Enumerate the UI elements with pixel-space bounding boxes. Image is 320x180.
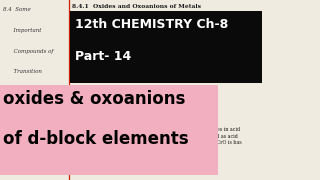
Text: Compounds of: Compounds of <box>3 49 53 54</box>
Text: Transition: Transition <box>3 69 42 74</box>
Text: Important: Important <box>3 28 42 33</box>
Text: ves H₂CrO₄ and H₂Cr₂O
                                   acidic and it gives VO₃: ves H₂CrO₄ and H₂Cr₂O acidic and it give… <box>72 108 242 151</box>
Text: Part- 14: Part- 14 <box>75 50 131 63</box>
Text: 8.4  Some: 8.4 Some <box>3 7 31 12</box>
Text: 8.4.1  Oxides and Oxoanions of Metals: 8.4.1 Oxides and Oxoanions of Metals <box>72 4 201 10</box>
FancyBboxPatch shape <box>70 11 262 83</box>
Text: Elements: Elements <box>3 90 40 95</box>
Text: oxides & oxoanions: oxides & oxoanions <box>3 90 186 108</box>
FancyBboxPatch shape <box>0 85 218 175</box>
Text: These                                    metals wi
oxyge                        : These metals wi oxyge <box>72 15 235 59</box>
Text: 12th CHEMISTRY Ch-8: 12th CHEMISTRY Ch-8 <box>75 18 228 31</box>
Text: of d-block elements: of d-block elements <box>3 130 189 148</box>
Text: increases, ionic characte
                                   lent green oil. Eve: increases, ionic characte lent green oil… <box>72 86 185 103</box>
